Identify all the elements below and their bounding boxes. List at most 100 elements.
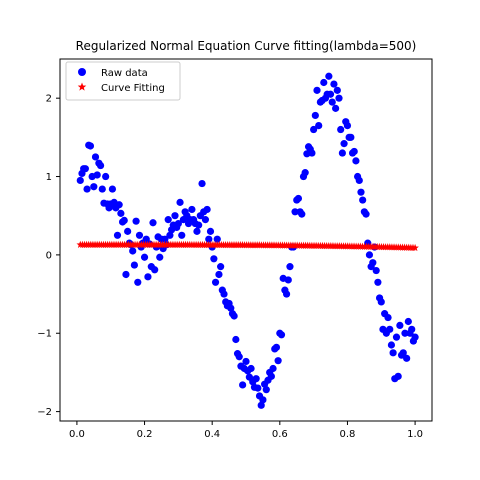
raw-data-point bbox=[81, 165, 89, 173]
raw-data-point bbox=[294, 194, 303, 203]
x-tick-label: 0.6 bbox=[272, 429, 288, 440]
raw-data-point bbox=[374, 278, 382, 286]
raw-data-point bbox=[151, 266, 159, 274]
raw-data-point bbox=[259, 396, 267, 404]
y-tick-label: 0 bbox=[46, 250, 52, 261]
x-tick-label: 0.2 bbox=[137, 429, 153, 440]
raw-data-point bbox=[93, 171, 101, 179]
raw-data-point bbox=[235, 353, 243, 361]
raw-data-point bbox=[203, 205, 211, 214]
raw-data-point bbox=[320, 78, 328, 87]
raw-data-point bbox=[149, 219, 157, 227]
raw-data-point bbox=[269, 364, 277, 373]
raw-data-point bbox=[389, 349, 397, 357]
raw-data-point bbox=[211, 278, 220, 286]
plot-frame bbox=[59, 58, 433, 422]
raw-data-point bbox=[338, 149, 346, 157]
y-axis: −2 −1 0 1 2 bbox=[37, 94, 60, 418]
raw-data-point bbox=[83, 185, 91, 193]
raw-data-point bbox=[193, 227, 201, 235]
raw-data-point bbox=[365, 251, 374, 259]
raw-data-point bbox=[403, 354, 411, 362]
raw-data-point bbox=[156, 253, 164, 261]
x-tick-label: 0.8 bbox=[340, 429, 356, 440]
raw-data-point bbox=[210, 255, 218, 263]
raw-data-point bbox=[332, 104, 340, 112]
raw-data-point bbox=[122, 270, 130, 279]
raw-data-point bbox=[90, 183, 98, 191]
y-tick-label: 2 bbox=[46, 94, 52, 105]
y-tick-label: −2 bbox=[37, 407, 52, 418]
raw-data-point bbox=[352, 157, 360, 165]
raw-data-point bbox=[359, 196, 367, 204]
y-tick-label: 1 bbox=[46, 172, 52, 183]
raw-data-point bbox=[120, 216, 128, 225]
plot-area bbox=[59, 58, 433, 422]
raw-data-point bbox=[113, 231, 122, 239]
raw-data-point bbox=[262, 386, 270, 394]
legend-label-raw-data: Raw data bbox=[101, 68, 148, 79]
raw-data-point bbox=[227, 304, 235, 312]
raw-data-point bbox=[315, 122, 323, 130]
raw-data-point bbox=[286, 263, 294, 271]
raw-data-point bbox=[274, 357, 282, 365]
raw-data-point bbox=[310, 125, 318, 134]
raw-data-point bbox=[171, 212, 179, 220]
raw-data-point bbox=[132, 217, 140, 225]
raw-data-point bbox=[311, 111, 319, 120]
raw-data-point bbox=[115, 201, 123, 209]
raw-data-point bbox=[267, 372, 275, 380]
raw-data-point bbox=[213, 235, 221, 243]
raw-data-point bbox=[205, 235, 213, 243]
raw-data-point bbox=[215, 270, 223, 279]
raw-data-point bbox=[164, 216, 172, 224]
legend-label-curve-fitting: Curve Fitting bbox=[101, 83, 165, 94]
raw-data-point bbox=[335, 94, 343, 102]
raw-data-point bbox=[272, 343, 281, 351]
raw-data-point bbox=[301, 169, 309, 177]
raw-data-point bbox=[86, 142, 95, 150]
series-curve-fitting bbox=[76, 240, 419, 252]
x-tick-label: 0.4 bbox=[204, 429, 220, 440]
raw-data-point bbox=[337, 125, 345, 134]
raw-data-point bbox=[220, 290, 228, 298]
raw-data-point bbox=[176, 198, 184, 206]
raw-data-point bbox=[102, 172, 110, 181]
raw-data-point bbox=[242, 357, 250, 366]
legend-marker-curve-fitting bbox=[77, 82, 87, 91]
raw-data-point bbox=[198, 179, 206, 188]
series-raw-data bbox=[76, 72, 419, 409]
raw-data-point bbox=[284, 276, 292, 284]
raw-data-point bbox=[392, 333, 401, 341]
raw-data-point bbox=[387, 341, 396, 349]
raw-data-point bbox=[325, 72, 333, 80]
x-tick-label: 1.0 bbox=[407, 429, 423, 440]
raw-data-point bbox=[91, 153, 100, 161]
legend-box bbox=[65, 61, 181, 101]
raw-data-point bbox=[328, 98, 336, 106]
raw-data-point bbox=[343, 122, 352, 130]
raw-data-point bbox=[135, 231, 144, 239]
raw-data-point bbox=[372, 266, 380, 275]
legend: Raw data Curve Fitting bbox=[65, 61, 181, 101]
chart-title: Regularized Normal Equation Curve fittin… bbox=[76, 39, 417, 53]
raw-data-point bbox=[394, 372, 402, 380]
raw-data-point bbox=[144, 273, 152, 281]
raw-data-point bbox=[206, 227, 215, 235]
raw-data-point bbox=[399, 349, 407, 357]
raw-data-point bbox=[386, 325, 394, 333]
raw-data-point bbox=[252, 375, 260, 383]
raw-data-point bbox=[108, 185, 117, 193]
raw-data-point bbox=[313, 86, 321, 94]
raw-data-point bbox=[362, 210, 370, 218]
raw-data-point bbox=[232, 335, 240, 344]
raw-data-point bbox=[129, 247, 137, 255]
raw-data-point bbox=[140, 253, 149, 261]
raw-data-point bbox=[408, 325, 416, 333]
raw-data-point bbox=[355, 176, 363, 185]
raw-data-point bbox=[239, 381, 247, 389]
raw-data-point bbox=[174, 219, 182, 228]
raw-data-point bbox=[195, 221, 203, 229]
raw-data-point bbox=[230, 312, 238, 320]
